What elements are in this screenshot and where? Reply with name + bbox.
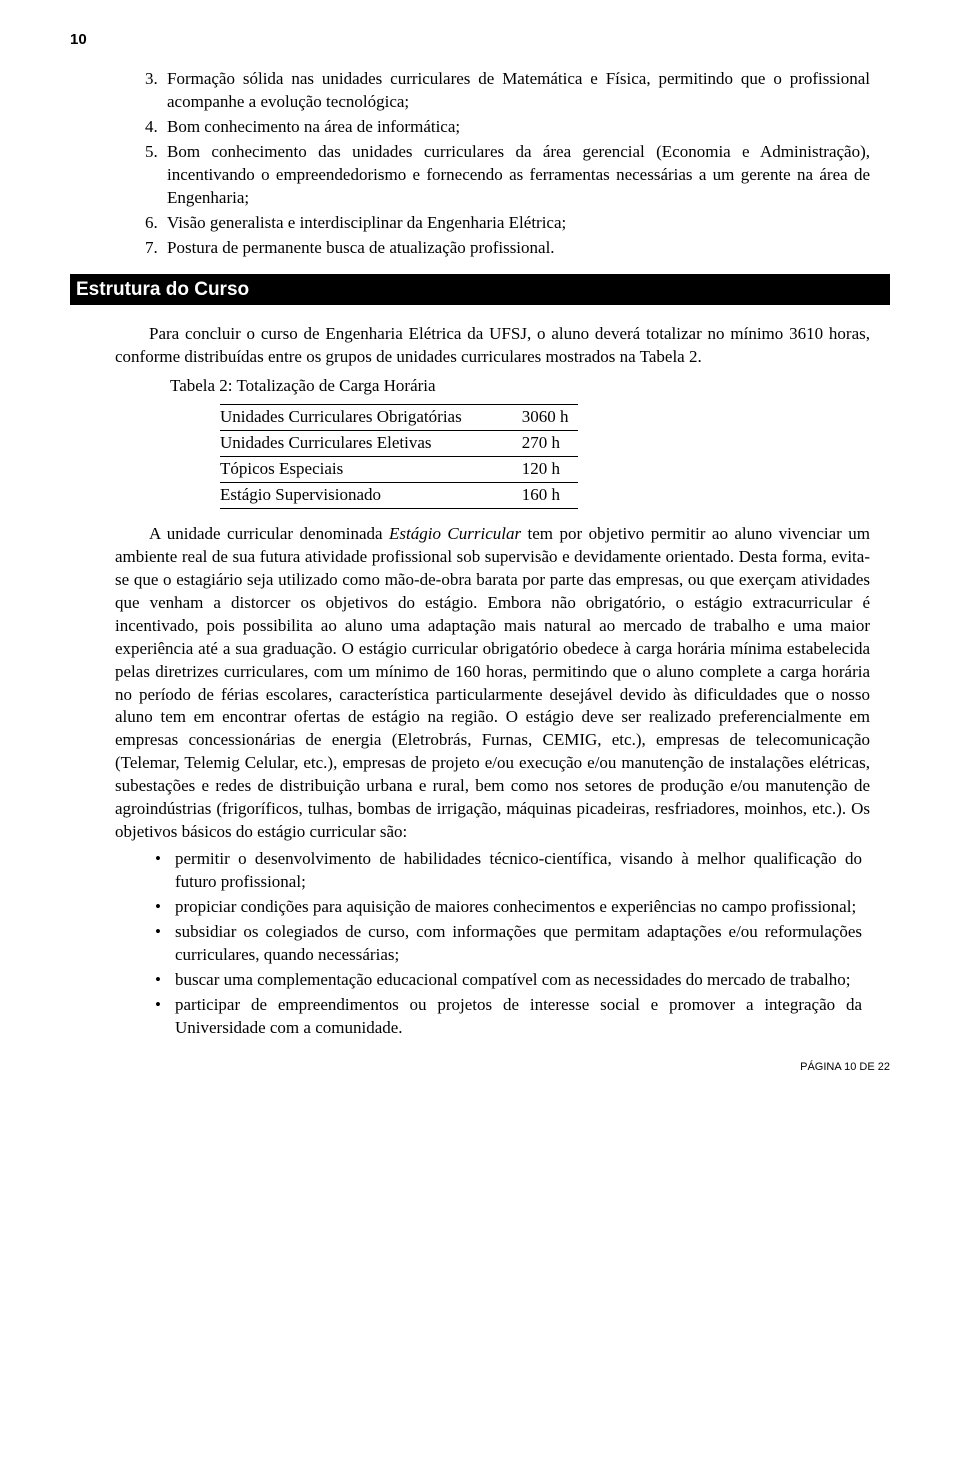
table-row: Estágio Supervisionado 160 h — [220, 483, 578, 509]
bullet-text: buscar uma complementação educacional co… — [175, 969, 862, 992]
page-footer: PÁGINA 10 DE 22 — [80, 1060, 890, 1075]
bullet-text: subsidiar os colegiados de curso, com in… — [175, 921, 862, 967]
paragraph-text-a: A unidade curricular denominada — [149, 524, 389, 543]
bullet-item: • permitir o desenvolvimento de habilida… — [155, 848, 862, 894]
table-caption: Tabela 2: Totalização de Carga Horária — [170, 375, 880, 398]
paragraph-text-emphasis: Estágio Curricular — [389, 524, 521, 543]
hours-table: Unidades Curriculares Obrigatórias 3060 … — [220, 404, 578, 509]
paragraph-main: A unidade curricular denominada Estágio … — [115, 523, 870, 844]
bullet-marker-icon: • — [155, 969, 175, 992]
bullet-marker-icon: • — [155, 994, 175, 1040]
bullet-marker-icon: • — [155, 921, 175, 967]
table-cell-value: 160 h — [472, 483, 579, 509]
list-item-text: Bom conhecimento na área de informática; — [167, 116, 870, 139]
table-cell-label: Unidades Curriculares Eletivas — [220, 431, 472, 457]
bullet-text: permitir o desenvolvimento de habilidade… — [175, 848, 862, 894]
table-cell-value: 270 h — [472, 431, 579, 457]
table-row: Tópicos Especiais 120 h — [220, 457, 578, 483]
list-item-text: Formação sólida nas unidades curriculare… — [167, 68, 870, 114]
list-item-number: 7. — [145, 237, 167, 260]
list-item: 4. Bom conhecimento na área de informáti… — [145, 116, 870, 139]
bullet-item: • propiciar condições para aquisição de … — [155, 896, 862, 919]
bullet-marker-icon: • — [155, 848, 175, 894]
paragraph-intro: Para concluir o curso de Engenharia Elét… — [115, 323, 870, 369]
numbered-list: 3. Formação sólida nas unidades curricul… — [145, 68, 870, 260]
table-row: Unidades Curriculares Obrigatórias 3060 … — [220, 405, 578, 431]
bullet-item: • participar de empreendimentos ou proje… — [155, 994, 862, 1040]
bullet-item: • subsidiar os colegiados de curso, com … — [155, 921, 862, 967]
paragraph-text: Para concluir o curso de Engenharia Elét… — [115, 324, 870, 366]
bullet-list: • permitir o desenvolvimento de habilida… — [155, 848, 862, 1040]
bullet-item: • buscar uma complementação educacional … — [155, 969, 862, 992]
bullet-marker-icon: • — [155, 896, 175, 919]
list-item: 5. Bom conhecimento das unidades curricu… — [145, 141, 870, 210]
list-item-text: Bom conhecimento das unidades curricular… — [167, 141, 870, 210]
list-item: 7. Postura de permanente busca de atuali… — [145, 237, 870, 260]
table-cell-value: 3060 h — [472, 405, 579, 431]
list-item-text: Visão generalista e interdisciplinar da … — [167, 212, 870, 235]
list-item-number: 3. — [145, 68, 167, 114]
bullet-text: participar de empreendimentos ou projeto… — [175, 994, 862, 1040]
table-cell-label: Estágio Supervisionado — [220, 483, 472, 509]
list-item-number: 5. — [145, 141, 167, 210]
page-number-top: 10 — [70, 30, 880, 50]
table-cell-label: Unidades Curriculares Obrigatórias — [220, 405, 472, 431]
list-item: 3. Formação sólida nas unidades curricul… — [145, 68, 870, 114]
paragraph-text-b: tem por objetivo permitir ao aluno viven… — [115, 524, 870, 841]
list-item: 6. Visão generalista e interdisciplinar … — [145, 212, 870, 235]
list-item-number: 4. — [145, 116, 167, 139]
table-cell-label: Tópicos Especiais — [220, 457, 472, 483]
list-item-text: Postura de permanente busca de atualizaç… — [167, 237, 870, 260]
bullet-text: propiciar condições para aquisição de ma… — [175, 896, 862, 919]
table-row: Unidades Curriculares Eletivas 270 h — [220, 431, 578, 457]
section-heading: Estrutura do Curso — [70, 274, 890, 306]
table-cell-value: 120 h — [472, 457, 579, 483]
list-item-number: 6. — [145, 212, 167, 235]
